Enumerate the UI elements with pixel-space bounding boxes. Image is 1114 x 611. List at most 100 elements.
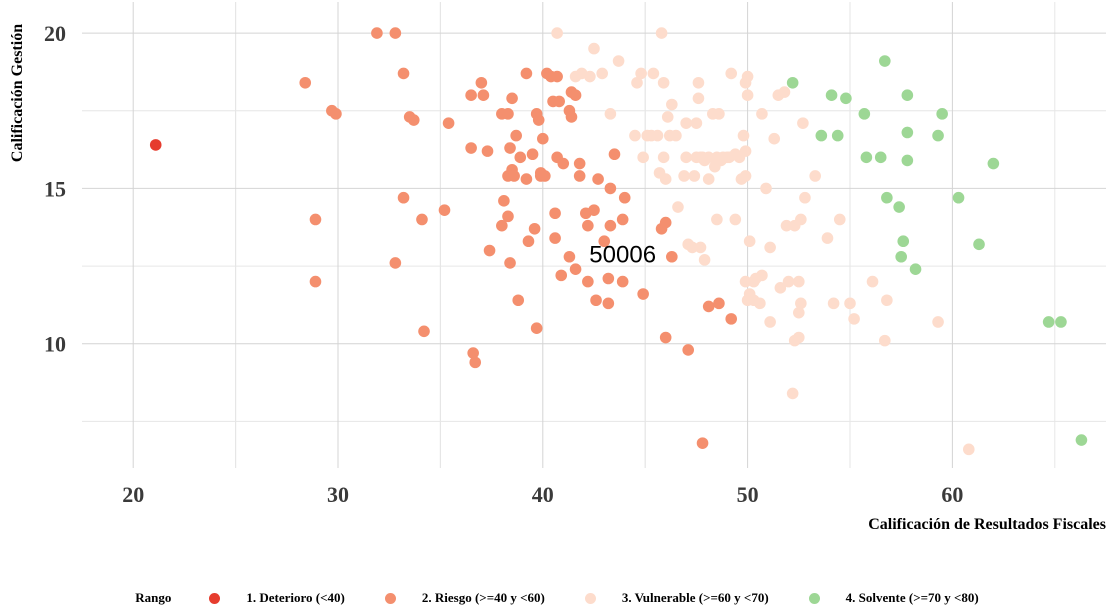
legend: Rango 1. Deterioro (<40) 2. Riesgo (>=40… (0, 590, 1114, 606)
x-tick-labels: 20 30 40 50 60 (122, 482, 963, 507)
data-point (584, 70, 596, 83)
data-point (774, 282, 787, 294)
data-point (670, 129, 682, 142)
data-point (149, 139, 162, 151)
data-point (371, 27, 383, 39)
data-point (514, 151, 527, 164)
data-point (686, 241, 699, 254)
data-point (799, 191, 811, 204)
data-point (678, 170, 690, 182)
data-point (651, 129, 664, 142)
data-point (860, 151, 873, 164)
data-point (741, 70, 754, 83)
data-point (637, 151, 649, 164)
data-point (510, 129, 522, 142)
data-point (760, 182, 772, 195)
data-point (821, 232, 834, 244)
data-point (858, 108, 871, 120)
data-point (711, 213, 723, 226)
legend-item-vulnerable: 3. Vulnerable (>=60 y <70) (584, 590, 769, 606)
data-point (573, 170, 586, 182)
data-point (840, 92, 852, 105)
data-point (496, 219, 508, 232)
data-point (526, 148, 539, 161)
data-point (465, 142, 477, 154)
data-point (879, 334, 891, 347)
data-point (616, 213, 629, 226)
data-point (692, 76, 705, 89)
data-point (1075, 434, 1088, 446)
legend-swatch (808, 592, 820, 604)
data-point (602, 297, 615, 310)
data-point (1042, 316, 1055, 328)
data-point (618, 191, 631, 204)
data-point (725, 67, 738, 80)
x-tick-label: 40 (532, 482, 554, 507)
data-point (692, 92, 705, 105)
data-point (754, 297, 766, 310)
data-point (537, 132, 549, 145)
data-point (831, 129, 844, 142)
data-point (764, 241, 776, 254)
data-point (901, 126, 914, 139)
data-point (833, 213, 846, 226)
x-tick-label: 50 (737, 482, 759, 507)
data-point (539, 170, 551, 182)
data-point (737, 129, 750, 142)
data-point (825, 89, 838, 101)
legend-label: 4. Solvente (>=70 y <80) (845, 590, 979, 605)
data-point (713, 297, 725, 310)
data-point (631, 76, 643, 89)
y-axis-title: Calificación Gestión (9, 24, 26, 162)
data-point (897, 235, 910, 248)
data-point (666, 98, 678, 111)
data-point (504, 257, 516, 269)
data-point (901, 89, 914, 101)
data-point (596, 67, 608, 80)
legend-item-solvente: 4. Solvente (>=70 y <80) (808, 590, 979, 606)
data-point (778, 86, 791, 98)
data-point (498, 195, 510, 207)
data-point (768, 132, 781, 145)
data-point (741, 89, 754, 101)
data-point (588, 204, 600, 216)
data-point (657, 151, 670, 164)
data-point (729, 213, 742, 226)
data-point (502, 210, 514, 223)
data-point (588, 42, 600, 55)
data-point (739, 145, 752, 157)
data-points (149, 27, 1088, 456)
data-point (389, 257, 402, 269)
data-point (553, 95, 565, 108)
data-point (764, 316, 776, 328)
data-point (987, 157, 1000, 170)
data-point (475, 76, 488, 89)
data-point (477, 89, 490, 101)
data-point (299, 76, 312, 89)
data-point (469, 356, 482, 369)
x-axis-title: Calificación de Resultados Fiscales (868, 516, 1106, 533)
data-point (680, 117, 692, 129)
data-point (582, 275, 594, 288)
data-point (936, 108, 948, 120)
data-point (416, 213, 428, 226)
data-point (698, 254, 711, 266)
data-point (866, 275, 879, 288)
data-point (702, 173, 715, 185)
data-point (672, 201, 684, 213)
data-point (569, 263, 582, 275)
data-point (557, 157, 570, 170)
data-point (528, 222, 541, 235)
point-annotation: 50006 (589, 242, 656, 269)
data-point (713, 108, 725, 120)
data-point (616, 275, 629, 288)
data-point (530, 322, 543, 335)
data-point (565, 111, 578, 123)
data-point (659, 216, 672, 229)
data-point (756, 269, 768, 282)
data-point (397, 191, 410, 204)
data-point (793, 331, 805, 344)
data-point (743, 235, 756, 248)
data-point (520, 173, 533, 185)
